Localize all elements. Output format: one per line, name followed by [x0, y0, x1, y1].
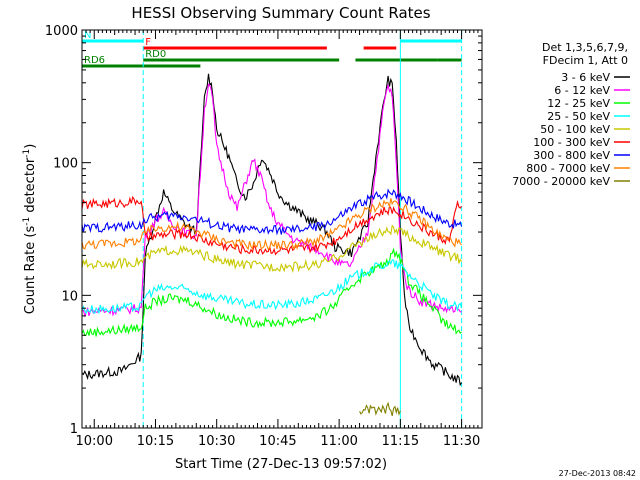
legend-label-7000-20000-kev: 7000 - 20000 keV: [512, 175, 610, 188]
x-tick-label-10-15: 10:15: [137, 434, 174, 449]
y-axis-label-sup: -1: [22, 217, 32, 226]
legend-label-300-800-kev: 300 - 800 keV: [533, 149, 610, 162]
transition-lines: [142, 30, 463, 428]
x-tick-label-10-30: 10:30: [198, 434, 235, 449]
legend-label-50-100-kev: 50 - 100 keV: [540, 123, 610, 136]
y-tick-label-1: 1: [70, 422, 78, 437]
chart-title: HESSI Observing Summary Count Rates: [131, 4, 430, 22]
y-tick-label-100: 100: [53, 157, 78, 172]
flag-n-label: N: [84, 30, 91, 41]
y-axis-ticks: 1 10 100 1000: [45, 24, 482, 437]
legend-label-100-300-kev: 100 - 300 keV: [533, 136, 610, 149]
series-25-50-kev: [81, 259, 463, 315]
flag-rd0-label: RD0: [145, 49, 166, 60]
y-axis-label-mid: detector: [23, 157, 38, 217]
x-tick-label-11-15: 11:15: [382, 434, 419, 449]
x-tick-label-10-00: 10:00: [76, 434, 113, 449]
y-tick-label-1000: 1000: [45, 24, 78, 39]
series-3-6-kev: [81, 73, 463, 387]
x-axis-ticks: 10:00 10:15 10:30 10:45 11:00 11:15 11:30: [76, 30, 483, 449]
series-7000-20000-kev: [359, 401, 401, 417]
legend-label-800-7000-kev: 800 - 7000 keV: [526, 162, 610, 175]
y-tick-label-10: 10: [61, 289, 78, 304]
y-axis-label-main: Count Rate (s: [23, 226, 38, 315]
y-axis-label: Count Rate (s-1 detector-1): [22, 144, 38, 315]
legend-label-3-6-kev: 3 - 6 keV: [561, 71, 610, 84]
series-12-25-kev: [81, 247, 462, 337]
legend-label-12-25-kev: 12 - 25 keV: [547, 97, 610, 110]
legend-label-25-50-kev: 25 - 50 keV: [547, 110, 610, 123]
series-group: [81, 73, 463, 417]
legend-header-line-1: Det 1,3,5,6,7,9,: [542, 41, 628, 54]
flag-rd6-label: RD6: [84, 55, 105, 66]
series-50-100-kev: [81, 224, 463, 274]
x-tick-label-11-30: 11:30: [443, 434, 480, 449]
x-tick-label-10-45: 10:45: [259, 434, 296, 449]
x-tick-label-11-00: 11:00: [320, 434, 357, 449]
x-axis-label: Start Time (27-Dec-13 09:57:02): [175, 457, 387, 472]
flag-f-label: F: [145, 37, 151, 48]
series-100-300-kev: [81, 195, 463, 256]
y-axis-label-sup2: -1: [22, 149, 32, 158]
timestamp: 27-Dec-2013 08:42: [559, 469, 636, 478]
legend-header-line-2: FDecim 1, Att 0: [543, 54, 628, 67]
y-axis-label-end: ): [23, 144, 38, 149]
series-800-7000-kev: [81, 198, 462, 251]
series-300-800-kev: [81, 188, 463, 236]
legend-label-6-12-kev: 6 - 12 keV: [554, 84, 610, 97]
